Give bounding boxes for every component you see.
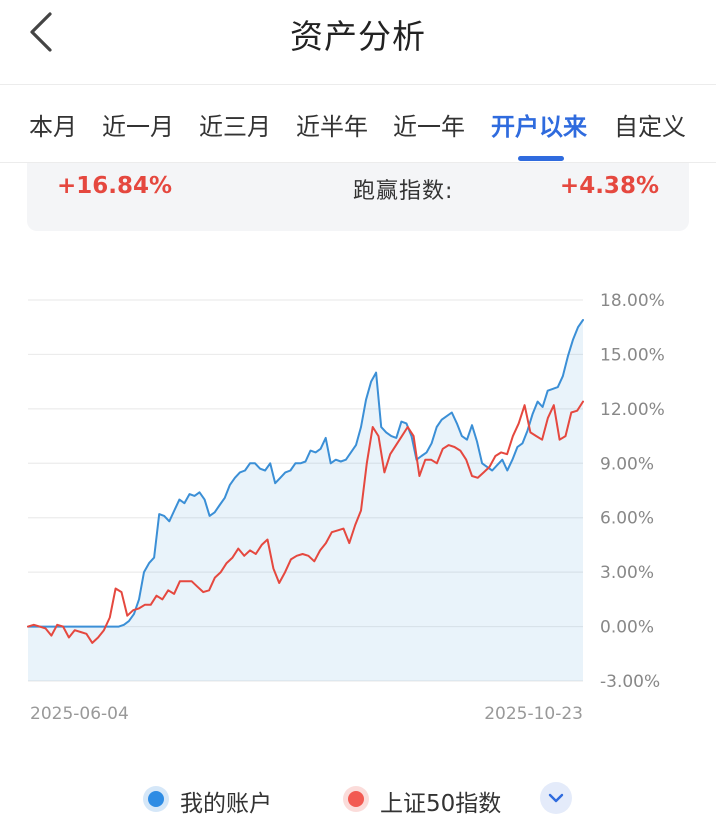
chevron-left-icon bbox=[30, 12, 52, 52]
page-title: 资产分析 bbox=[290, 17, 426, 56]
x-start-label: 2025-06-04 bbox=[30, 704, 129, 724]
tab-half-year[interactable]: 近半年 bbox=[296, 113, 368, 141]
tab-1-month[interactable]: 近一月 bbox=[102, 113, 174, 141]
y-tick-label: 18.00% bbox=[600, 291, 665, 311]
tabs-divider bbox=[0, 162, 716, 163]
back-button[interactable] bbox=[22, 8, 66, 56]
legend-expand-button[interactable] bbox=[540, 782, 572, 814]
tab-custom[interactable]: 自定义 bbox=[614, 113, 686, 141]
active-tab-indicator bbox=[518, 156, 564, 161]
header: 资产分析 bbox=[0, 0, 716, 84]
y-tick-label: 0.00% bbox=[600, 618, 654, 638]
account-legend-dot bbox=[143, 786, 169, 812]
chevron-down-icon bbox=[548, 793, 564, 803]
tab-this-month[interactable]: 本月 bbox=[29, 113, 77, 141]
beat-index-label: 跑赢指数: bbox=[353, 179, 454, 204]
tab-1-year[interactable]: 近一年 bbox=[393, 113, 465, 141]
y-tick-label: 12.00% bbox=[600, 400, 665, 420]
x-end-label: 2025-10-23 bbox=[484, 704, 583, 724]
tab-since-opening[interactable]: 开户以来 bbox=[491, 113, 587, 141]
y-tick-label: 3.00% bbox=[600, 563, 654, 583]
tab-3-months[interactable]: 近三月 bbox=[199, 113, 271, 141]
header-divider bbox=[0, 84, 716, 85]
total-return-value: +16.84% bbox=[57, 173, 173, 199]
y-tick-label: 9.00% bbox=[600, 454, 654, 474]
period-tabs: 本月 近一月 近三月 近半年 近一年 开户以来 自定义 bbox=[0, 85, 716, 163]
return-line-chart[interactable]: 18.00% 15.00% 12.00% 9.00% 6.00% 3.00% 0.00% -3… bbox=[0, 270, 716, 730]
chart-legend: 我的账户 上证50指数 bbox=[0, 778, 716, 822]
return-summary-card: +16.84% 跑赢指数: +4.38% bbox=[27, 163, 689, 231]
index-legend-label[interactable]: 上证50指数 bbox=[380, 791, 502, 817]
account-legend-label[interactable]: 我的账户 bbox=[180, 791, 272, 817]
y-tick-label: -3.00% bbox=[600, 672, 660, 692]
y-tick-label: 15.00% bbox=[600, 345, 665, 365]
y-tick-label: 6.00% bbox=[600, 509, 654, 529]
index-series-line bbox=[27, 400, 584, 644]
account-series-line bbox=[27, 319, 584, 628]
index-legend-dot bbox=[343, 786, 369, 812]
beat-index-value: +4.38% bbox=[559, 173, 659, 199]
